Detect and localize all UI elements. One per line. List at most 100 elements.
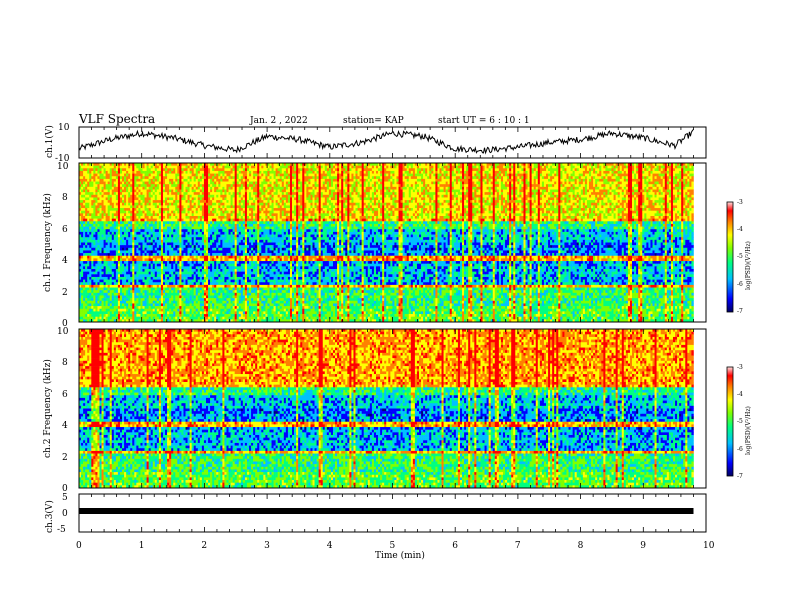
spectrogram-cell (222, 166, 224, 169)
spectrogram-cell (267, 166, 269, 169)
spectrogram-cell (183, 166, 185, 169)
spectrogram-cell (681, 166, 683, 169)
spectrogram-cell (380, 168, 382, 171)
spectrogram-cell (216, 166, 218, 169)
spectrogram-cell (210, 168, 212, 171)
spectrogram-cell (85, 171, 87, 174)
spectrogram-cell (413, 166, 415, 169)
spectrogram-cell (581, 166, 583, 169)
spectrogram-cell (614, 168, 616, 171)
spectrogram-cell (446, 168, 448, 171)
spectrogram-cell (566, 166, 568, 169)
spectrogram-cell (648, 168, 650, 171)
spectrogram-cell (501, 166, 503, 169)
spectrogram-cell (87, 168, 89, 171)
spectrogram-cell (106, 168, 108, 171)
spectrogram-cell (155, 168, 157, 171)
spectrogram-cell (229, 166, 231, 169)
spectrogram-cell (308, 166, 310, 169)
spectrogram-cell (659, 168, 661, 171)
spectrogram-cell (614, 166, 616, 169)
spectrogram-cell (435, 168, 437, 171)
spectrogram-cell (284, 168, 286, 171)
spectrogram-cell (429, 168, 431, 171)
spectrogram-cell (200, 166, 202, 169)
spectrogram-cell (374, 166, 376, 169)
spectrogram-cell (124, 168, 126, 171)
spectrogram-cell (231, 166, 233, 169)
spectrogram-cell (433, 166, 435, 169)
spectrogram-cell (136, 166, 138, 169)
spectrogram-cell (548, 168, 550, 171)
spectrogram-cell (523, 168, 525, 171)
spectrogram-cell (249, 168, 251, 171)
spectrogram-cell (521, 166, 523, 169)
spectrogram-cell (630, 166, 632, 169)
spectrogram-cell (97, 166, 99, 169)
spectrogram-cell (472, 168, 474, 171)
spectrogram-cell (319, 166, 321, 169)
spectrogram-cell (245, 166, 247, 169)
spectrogram-cell (372, 168, 374, 171)
spectrogram-cell (364, 168, 366, 171)
spectrogram-cell (229, 168, 231, 171)
spectrogram-cell (585, 166, 587, 169)
spectrogram-cell (601, 168, 603, 171)
spectrogram-cell (190, 168, 192, 171)
spectrogram-cell (546, 166, 548, 169)
spectrogram-cell (331, 166, 333, 169)
spectrogram-cell (333, 168, 335, 171)
spectrogram-cell (569, 168, 571, 171)
spectrogram-cell (341, 168, 343, 171)
spectrogram-cell (317, 166, 319, 169)
spectrogram-cell (595, 166, 597, 169)
spectrogram-cell (214, 166, 216, 169)
spectrogram-cell (224, 166, 226, 169)
spectrogram-cell (562, 166, 564, 169)
spectrogram-cell (145, 166, 147, 169)
spectrogram-cell (550, 168, 552, 171)
spectrogram-cell (167, 166, 169, 169)
spectrogram-cell (478, 166, 480, 169)
spectrogram-cell (241, 168, 243, 171)
spectrogram-cell (442, 168, 444, 171)
spectrogram-cell (560, 168, 562, 171)
spectrogram-cell (181, 166, 183, 169)
spectrogram-cell (126, 166, 128, 169)
spectrogram-cell (315, 166, 317, 169)
spectrogram-cell (257, 168, 259, 171)
spectrogram-cell (462, 166, 464, 169)
spectrogram-cell (343, 168, 345, 171)
spectrogram-cell (87, 171, 89, 174)
spectrogram-cell (142, 166, 144, 169)
spectrogram-cell (591, 166, 593, 169)
spectrogram-cell (442, 166, 444, 169)
spectrogram-cell (241, 166, 243, 169)
spectrogram-cell (304, 168, 306, 171)
spectrogram-cell (202, 168, 204, 171)
spectrogram-cell (497, 166, 499, 169)
spectrogram-cell (452, 168, 454, 171)
spectrogram-cell (485, 166, 487, 169)
spectrogram-cell (513, 166, 515, 169)
spectrogram-cell (128, 168, 130, 171)
spectrogram-cell (595, 168, 597, 171)
spectrogram-cell (493, 168, 495, 171)
spectrogram-cell (491, 168, 493, 171)
spectrogram-cell (345, 168, 347, 171)
date-label: Jan. 2 , 2022 (249, 116, 308, 126)
spectrogram-cell (214, 168, 216, 171)
spectrogram-cell (276, 168, 278, 171)
spectrogram-cell (548, 166, 550, 169)
spectrogram-cell (624, 166, 626, 169)
spectrogram-cell (396, 168, 398, 171)
spectrogram-cell (220, 166, 222, 169)
spectrogram-cell (194, 166, 196, 169)
spectrogram-cell (145, 168, 147, 171)
spectrogram-cell (384, 168, 386, 171)
spectrogram-cell (444, 168, 446, 171)
spectrogram-cell (638, 166, 640, 169)
spectrogram-cell (118, 166, 120, 169)
spectrogram-cell (399, 168, 401, 171)
spectrogram-cell (147, 168, 149, 171)
